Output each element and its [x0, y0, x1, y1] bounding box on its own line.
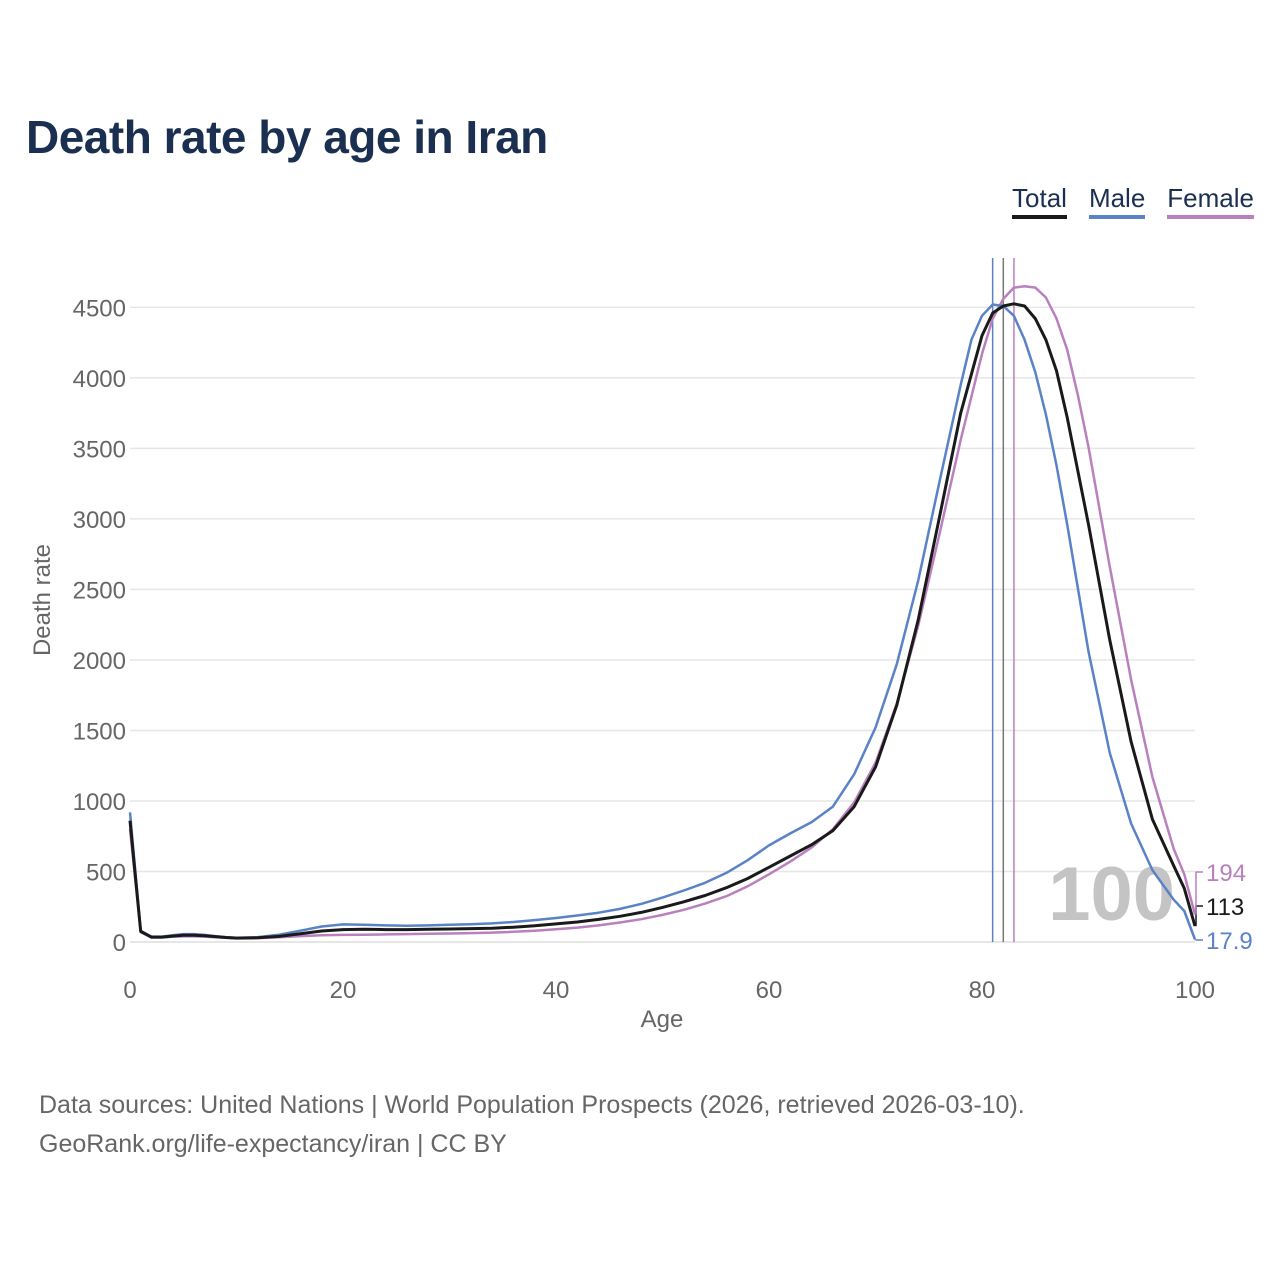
y-tick-label: 2500: [73, 577, 126, 604]
legend-item-male[interactable]: Male: [1088, 183, 1146, 219]
y-tick-label: 3500: [73, 436, 126, 463]
y-tick-label: 1500: [73, 718, 126, 745]
chart-title: Death rate by age in Iran: [26, 111, 548, 163]
x-tick-label: 100: [1175, 977, 1215, 1004]
y-tick-label: 3000: [73, 507, 126, 534]
x-tick-label: 60: [756, 977, 783, 1004]
y-axis-label: Death rate: [29, 544, 56, 656]
legend-item-female[interactable]: Female: [1167, 183, 1254, 219]
source-line-1: Data sources: United Nations | World Pop…: [39, 1091, 1025, 1119]
series-line-total: [128, 302, 1197, 940]
y-tick-label: 500: [86, 859, 126, 886]
end-label-male: 17.9: [1206, 928, 1253, 955]
end-label-leader-total: [1195, 905, 1203, 927]
y-tick-label: 4000: [73, 366, 126, 393]
y-tick-label: 1000: [73, 789, 126, 816]
x-tick-label: 40: [543, 977, 570, 1004]
x-axis-label: Age: [641, 1006, 684, 1033]
end-label-leader-female: [1195, 871, 1203, 915]
series-line-male: [128, 303, 1197, 940]
end-label-total: 113: [1206, 894, 1244, 921]
death-rate-chart: 0 500 1000 1500 2000 2500 3000 3500 4000 4500 0 20 4…: [29, 258, 1253, 1033]
y-tick-label: 2000: [73, 648, 126, 675]
source-note: Data sources: United Nations | World Pop…: [39, 1086, 1025, 1164]
legend: Total Male Female: [1012, 183, 1254, 219]
end-label-female: 194: [1206, 860, 1246, 887]
x-tick-label: 0: [123, 977, 136, 1004]
x-tick-label: 20: [330, 977, 357, 1004]
series-line-female: [128, 284, 1197, 940]
y-tick-label: 4500: [73, 295, 126, 322]
end-label-leader-male: [1195, 939, 1203, 941]
source-line-2[interactable]: GeoRank.org/life-expectancy/iran | CC BY: [39, 1130, 507, 1158]
x-tick-label: 80: [969, 977, 996, 1004]
highlight-age-label: 100: [1048, 852, 1175, 937]
y-tick-label: 0: [113, 930, 126, 957]
legend-item-total[interactable]: Total: [1012, 183, 1067, 219]
